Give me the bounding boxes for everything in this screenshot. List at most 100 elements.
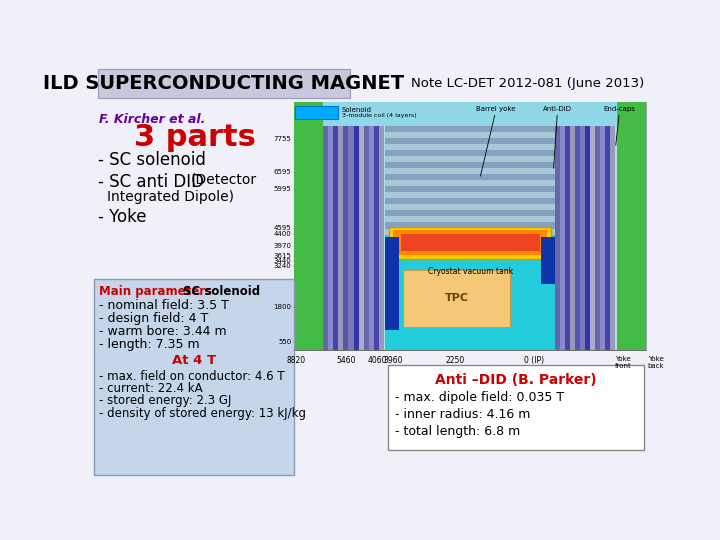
Bar (600, 126, 606, 350)
Text: 7755: 7755 (274, 137, 292, 143)
Bar (570, 126, 575, 350)
Text: - length: 7.35 m: - length: 7.35 m (99, 338, 200, 351)
Text: ILD SUPERCONDUCTING MAGNET: ILD SUPERCONDUCTING MAGNET (43, 74, 404, 93)
Bar (354, 126, 359, 350)
Bar (385, 217, 555, 222)
Text: Yoke
front: Yoke front (615, 356, 631, 369)
Bar (385, 180, 555, 186)
Bar (385, 168, 555, 174)
Text: - nominal field: 3.5 T: - nominal field: 3.5 T (99, 299, 229, 312)
Text: 1800: 1800 (274, 304, 292, 310)
Bar (385, 151, 555, 157)
Text: Anti-DiD: Anti-DiD (543, 106, 572, 112)
Text: - Yoke: - Yoke (98, 208, 146, 226)
Text: - inner radius: 4.16 m: - inner radius: 4.16 m (395, 408, 530, 421)
Text: Main parameters: Main parameters (99, 285, 217, 298)
Bar (606, 126, 611, 350)
Bar (343, 126, 348, 350)
Text: - total length: 6.8 m: - total length: 6.8 m (395, 425, 520, 438)
Bar (385, 132, 555, 138)
Bar (385, 192, 555, 199)
Bar (403, 269, 510, 327)
Bar (385, 163, 555, 168)
Text: Note LC-DET 2012-081 (June 2013): Note LC-DET 2012-081 (June 2013) (411, 77, 644, 90)
Bar (385, 126, 555, 132)
Bar (385, 138, 555, 144)
Bar (323, 126, 328, 350)
Bar (585, 126, 590, 350)
Text: F. Kircher et al.: F. Kircher et al. (99, 112, 206, 125)
Bar (385, 222, 555, 228)
Bar (555, 126, 560, 350)
Bar (575, 126, 580, 350)
Bar (385, 186, 555, 192)
Text: 550: 550 (278, 339, 292, 345)
Bar (389, 226, 551, 259)
Bar (364, 126, 369, 350)
Text: End-caps: End-caps (603, 106, 635, 112)
Text: Cryostat vacuum tank: Cryostat vacuum tank (428, 267, 513, 275)
Text: At 4 T: At 4 T (172, 354, 216, 367)
Bar (565, 126, 570, 350)
Text: 4060: 4060 (368, 356, 387, 365)
Text: - max. field on conductor: 4.6 T: - max. field on conductor: 4.6 T (99, 370, 285, 383)
Bar (385, 199, 555, 205)
Bar (338, 126, 343, 350)
Bar (98, 69, 350, 98)
Bar (385, 205, 555, 211)
Text: - SC anti DID: - SC anti DID (98, 173, 209, 191)
Text: TPC: TPC (444, 294, 469, 303)
Text: 3 parts: 3 parts (134, 123, 256, 152)
Text: SC solenoid: SC solenoid (183, 285, 260, 298)
Bar (294, 102, 647, 126)
Bar (379, 126, 384, 350)
Bar (617, 102, 647, 350)
Bar (541, 237, 555, 284)
Text: 3240: 3240 (274, 264, 292, 269)
Bar (369, 126, 374, 350)
Bar (388, 365, 644, 450)
Text: 2250: 2250 (446, 356, 464, 365)
Bar (385, 237, 399, 330)
Bar (611, 126, 616, 350)
Bar (560, 126, 565, 350)
Bar (385, 211, 555, 217)
Bar (590, 126, 595, 350)
Bar (385, 126, 555, 350)
Text: - warm bore: 3.44 m: - warm bore: 3.44 m (99, 325, 227, 338)
Text: - current: 22.4 kA: - current: 22.4 kA (99, 382, 203, 395)
Text: (Detector: (Detector (191, 173, 257, 187)
Bar (94, 279, 294, 475)
Text: 3970: 3970 (274, 243, 292, 249)
Text: 4400: 4400 (274, 231, 292, 237)
Text: 5995: 5995 (274, 186, 292, 192)
Bar (401, 234, 539, 251)
Bar (385, 228, 555, 234)
Bar (294, 102, 647, 350)
Bar (385, 174, 555, 180)
Text: 3615: 3615 (274, 253, 292, 259)
Text: - SC solenoid: - SC solenoid (98, 151, 206, 169)
Text: 4595: 4595 (274, 225, 292, 231)
Text: 8820: 8820 (287, 356, 306, 365)
Text: Anti –DID (B. Parker): Anti –DID (B. Parker) (436, 373, 597, 387)
Text: 6595: 6595 (274, 169, 292, 175)
Text: Solenoid: Solenoid (342, 107, 372, 113)
Bar (385, 157, 555, 163)
Bar (359, 126, 364, 350)
Bar (333, 126, 338, 350)
Text: - stored energy: 2.3 GJ: - stored energy: 2.3 GJ (99, 394, 232, 407)
Bar (580, 126, 585, 350)
Bar (328, 126, 333, 350)
Bar (348, 126, 354, 350)
Text: Barrel yoke: Barrel yoke (476, 106, 515, 112)
Text: - density of stored energy: 13 kJ/kg: - density of stored energy: 13 kJ/kg (99, 407, 306, 420)
Text: 3440: 3440 (274, 258, 292, 264)
Text: Integrated Dipole): Integrated Dipole) (107, 190, 234, 204)
Text: 3960: 3960 (383, 356, 402, 365)
Bar (295, 106, 338, 119)
Bar (385, 144, 555, 151)
Bar (595, 126, 600, 350)
Text: - design field: 4 T: - design field: 4 T (99, 312, 209, 325)
Text: Yoke
back: Yoke back (647, 356, 664, 369)
